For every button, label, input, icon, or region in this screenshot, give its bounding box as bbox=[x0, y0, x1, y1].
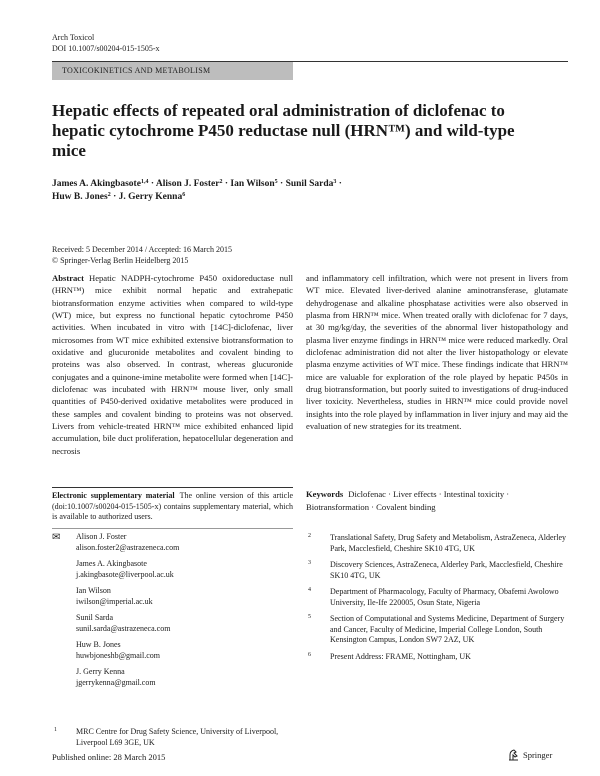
springer-horse-logo-icon bbox=[509, 749, 518, 761]
article-dates: Received: 5 December 2014 / Accepted: 16… bbox=[52, 245, 232, 266]
affiliation-text: Section of Computational and Systems Med… bbox=[330, 614, 565, 644]
esm-text: The online version of this article (doi:… bbox=[52, 491, 293, 521]
keywords-text: Diclofenac · Liver effects · Intestinal … bbox=[306, 489, 510, 512]
contact-name: Ian Wilson bbox=[76, 586, 111, 595]
contact-name: J. Gerry Kenna bbox=[76, 667, 125, 676]
author-name: Alison J. Foster bbox=[155, 179, 220, 189]
header-rule bbox=[52, 61, 568, 62]
author-affiliation-mark: 3 bbox=[333, 179, 337, 185]
article-title: Hepatic effects of repeated oral adminis… bbox=[52, 101, 515, 160]
published-online: Published online: 28 March 2015 bbox=[52, 752, 166, 762]
contact-entry: Ian Wilson iwilson@imperial.ac.uk bbox=[76, 586, 293, 607]
affiliation-text: MRC Centre for Drug Safety Science, Univ… bbox=[76, 727, 279, 747]
keywords-label: Keywords bbox=[306, 489, 344, 499]
author: Ian Wilson5 bbox=[230, 179, 277, 189]
affiliation-number: 6 bbox=[308, 651, 311, 658]
journal-name: Arch Toxicol bbox=[52, 33, 95, 42]
author-name: J. Gerry Kenna bbox=[118, 192, 183, 202]
affiliation-text: Translational Safety, Drug Safety and Me… bbox=[330, 533, 567, 553]
author: Alison J. Foster2 bbox=[156, 179, 223, 189]
contact-email[interactable]: sunil.sarda@astrazeneca.com bbox=[76, 623, 171, 633]
author: Sunil Sarda3 bbox=[286, 179, 337, 189]
affiliation-text: Department of Pharmacology, Faculty of P… bbox=[330, 587, 559, 607]
received-accepted: Received: 5 December 2014 / Accepted: 16… bbox=[52, 245, 232, 254]
publisher-logo: Springer bbox=[508, 749, 552, 761]
contact-entry: Huw B. Jones huwbjoneshb@gmail.com bbox=[76, 640, 293, 661]
contact-entry: James A. Akingbasote j.akingbasote@liverp… bbox=[76, 559, 293, 580]
contact-entry: J. Gerry Kenna jgerrykenna@gmail.com bbox=[76, 667, 293, 688]
author-affiliation-mark: 6 bbox=[182, 192, 186, 198]
affiliation-list: 2 Translational Safety, Drug Safety and M… bbox=[306, 533, 568, 668]
contact-email[interactable]: j.akingbasote@liverpool.ac.uk bbox=[76, 569, 174, 579]
contact-name: Sunil Sarda bbox=[76, 613, 114, 622]
contact-name: Huw B. Jones bbox=[76, 640, 121, 649]
contact-email[interactable]: alison.foster2@astrazeneca.com bbox=[76, 542, 180, 552]
author-affiliation-mark: 2 bbox=[107, 192, 111, 198]
affiliation: 5 Section of Computational and Systems Me… bbox=[306, 614, 568, 646]
affiliation: 1 MRC Centre for Drug Safety Science, Uni… bbox=[52, 727, 293, 748]
section-banner: TOXICOKINETICS AND METABOLISM bbox=[52, 62, 293, 80]
esm-rule bbox=[52, 487, 293, 488]
abstract-right-column: and inflammatory cell infiltration, whic… bbox=[306, 273, 568, 432]
contact-email[interactable]: iwilson@imperial.ac.uk bbox=[76, 596, 153, 606]
contact-entry: Sunil Sarda sunil.sarda@astrazeneca.com bbox=[76, 613, 293, 634]
author-name: Huw B. Jones bbox=[52, 192, 108, 202]
abstract-left-column: Abstract Hepatic NADPH-cytochrome P450 ox… bbox=[52, 272, 293, 457]
abstract-label: Abstract bbox=[52, 273, 84, 283]
affiliation: 3 Discovery Sciences, AstraZeneca, Alderl… bbox=[306, 560, 568, 581]
publisher-name: Springer bbox=[523, 750, 553, 760]
electronic-supplementary-material: Electronic supplementary material The onl… bbox=[52, 491, 293, 523]
affiliation-number: 1 bbox=[54, 727, 57, 733]
contact-name: Alison J. Foster bbox=[76, 532, 127, 541]
esm-label: Electronic supplementary material bbox=[52, 491, 175, 500]
author-affiliation-mark: 2 bbox=[219, 179, 223, 185]
author: James A. Akingbasote1,4 bbox=[52, 179, 148, 189]
doi[interactable]: DOI 10.1007/s00204-015-1505-x bbox=[52, 43, 160, 53]
affiliation-list-left: 1 MRC Centre for Drug Safety Science, Uni… bbox=[52, 727, 293, 754]
affiliation-text: Present Address: FRAME, Nottingham, UK bbox=[330, 651, 471, 661]
affiliation: 4 Department of Pharmacology, Faculty of … bbox=[306, 587, 568, 608]
author: J. Gerry Kenna6 bbox=[119, 192, 186, 202]
envelope-icon: ✉ bbox=[52, 532, 61, 543]
author-affiliation-mark: 5 bbox=[274, 179, 278, 185]
contact-name: James A. Akingbasote bbox=[76, 559, 147, 568]
abstract-text-left: Hepatic NADPH-cytochrome P450 oxidoreduc… bbox=[52, 273, 293, 456]
author-name: Sunil Sarda bbox=[285, 179, 334, 189]
keywords: Keywords Diclofenac · Liver effects · Int… bbox=[306, 488, 568, 514]
contact-email[interactable]: jgerrykenna@gmail.com bbox=[76, 677, 156, 687]
author-name: Ian Wilson bbox=[230, 179, 275, 189]
author-name: James A. Akingbasote bbox=[52, 179, 141, 189]
copyright: © Springer-Verlag Berlin Heidelberg 2015 bbox=[52, 255, 189, 265]
affiliation-number: 4 bbox=[308, 587, 311, 593]
affiliation-text: Discovery Sciences, AstraZeneca, Alderle… bbox=[330, 560, 563, 580]
affiliation-number: 3 bbox=[308, 560, 311, 566]
author-list: James A. Akingbasote1,4 · Alison J. Fost… bbox=[52, 179, 342, 202]
affiliation: 6 Present Address: FRAME, Nottingham, UK bbox=[306, 652, 568, 663]
affiliation-number: 5 bbox=[308, 614, 311, 620]
contact-list: ✉ Alison J. Foster alison.foster2@astraze… bbox=[52, 532, 293, 694]
affiliation: 2 Translational Safety, Drug Safety and M… bbox=[306, 533, 568, 554]
affiliation-number: 2 bbox=[308, 533, 311, 539]
contact-email[interactable]: huwbjoneshb@gmail.com bbox=[76, 650, 161, 660]
author: Huw B. Jones2 bbox=[52, 192, 111, 202]
esm-rule-bottom bbox=[52, 528, 293, 529]
author-affiliation-mark: 1,4 bbox=[140, 179, 149, 185]
contact-entry: Alison J. Foster alison.foster2@astrazene… bbox=[76, 532, 293, 553]
journal-header: Arch Toxicol DOI 10.1007/s00204-015-1505… bbox=[52, 33, 160, 54]
